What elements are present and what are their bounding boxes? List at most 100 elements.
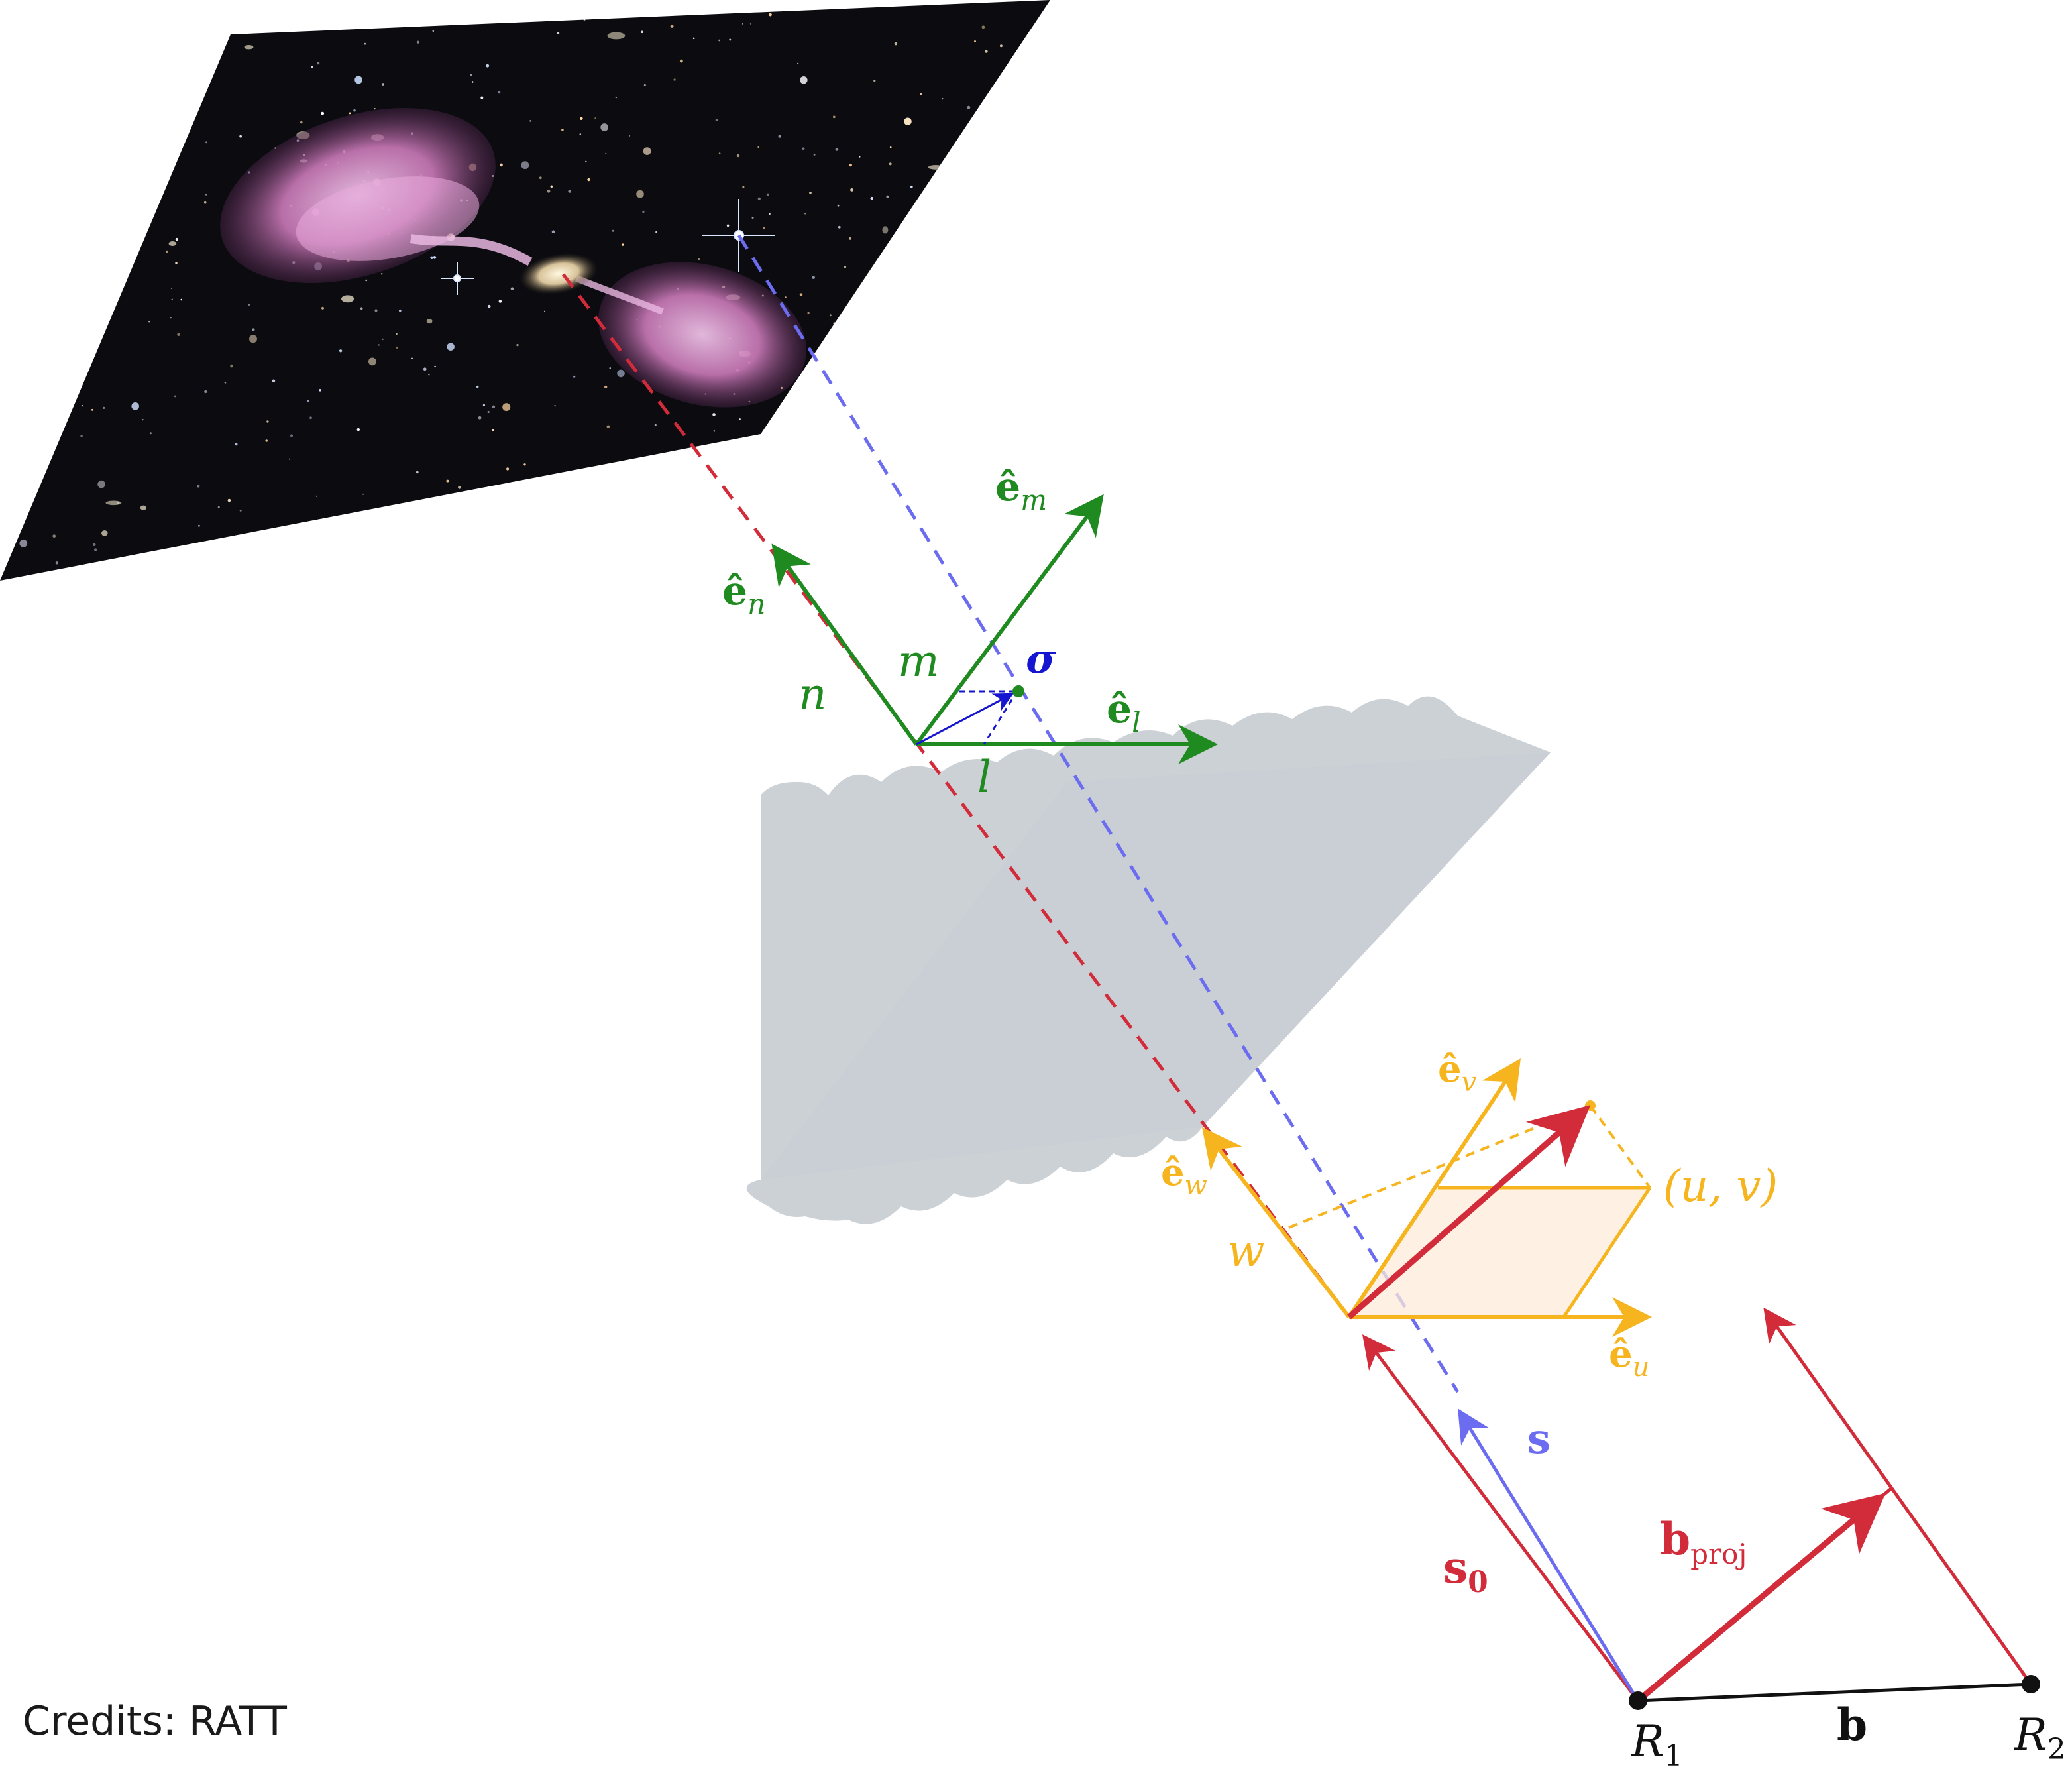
star xyxy=(745,528,747,531)
star xyxy=(745,483,753,490)
star xyxy=(942,97,944,100)
star xyxy=(300,121,303,124)
background-galaxy xyxy=(893,280,901,284)
star xyxy=(757,146,759,148)
star xyxy=(796,62,799,65)
star xyxy=(849,237,851,240)
star xyxy=(1021,178,1024,180)
star xyxy=(554,405,556,407)
star xyxy=(300,533,303,536)
star xyxy=(148,321,150,323)
star xyxy=(399,309,402,312)
star xyxy=(321,306,325,310)
star xyxy=(857,415,859,418)
star xyxy=(594,117,596,119)
star xyxy=(416,40,420,44)
background-galaxy xyxy=(101,530,108,536)
star xyxy=(309,416,312,420)
background-galaxy xyxy=(989,362,1003,371)
star xyxy=(1011,371,1013,373)
star xyxy=(641,30,643,34)
star xyxy=(160,551,162,553)
star xyxy=(902,380,905,383)
star xyxy=(99,148,107,157)
star xyxy=(918,211,920,213)
background-galaxy xyxy=(822,351,834,355)
star xyxy=(981,25,985,29)
star xyxy=(371,530,374,533)
star xyxy=(940,538,943,541)
baseline-b xyxy=(1637,1682,2032,1703)
background-galaxy xyxy=(928,165,944,170)
star xyxy=(999,327,1001,329)
star xyxy=(34,2,37,5)
star xyxy=(204,390,207,394)
star xyxy=(94,548,97,551)
star xyxy=(266,420,269,423)
background-galaxy xyxy=(44,158,56,163)
star xyxy=(897,562,899,564)
star xyxy=(423,518,425,520)
sky-background xyxy=(0,0,1050,581)
star xyxy=(838,225,841,229)
star xyxy=(93,543,96,546)
star xyxy=(382,83,384,86)
star xyxy=(354,76,362,84)
star xyxy=(938,432,940,434)
star xyxy=(487,304,491,308)
star xyxy=(976,554,979,557)
star xyxy=(434,365,436,368)
star xyxy=(1026,150,1028,152)
star xyxy=(942,414,945,418)
star xyxy=(186,84,189,87)
star xyxy=(736,154,740,158)
star xyxy=(311,66,313,68)
star xyxy=(960,506,969,514)
star xyxy=(813,153,816,156)
star xyxy=(834,520,843,528)
star xyxy=(700,552,702,554)
star xyxy=(498,300,502,303)
wavefront-body xyxy=(761,752,1551,1180)
star xyxy=(307,400,309,402)
star xyxy=(808,429,812,433)
star xyxy=(952,544,955,548)
background-galaxy xyxy=(907,314,913,318)
star xyxy=(106,209,115,217)
star xyxy=(989,279,993,283)
star xyxy=(336,24,339,27)
star xyxy=(742,186,745,188)
label-uv: (u, v) xyxy=(1663,1161,1778,1212)
star xyxy=(1020,130,1024,133)
star xyxy=(743,0,747,3)
star xyxy=(636,190,644,198)
star xyxy=(974,40,976,42)
star xyxy=(766,193,769,196)
e-w-axis xyxy=(1201,1127,1351,1318)
star xyxy=(729,38,732,41)
label-s: s xyxy=(1527,1414,1551,1463)
star xyxy=(236,22,238,24)
star xyxy=(316,495,318,497)
star xyxy=(965,497,969,500)
star xyxy=(911,422,915,425)
star xyxy=(66,2,69,4)
background-galaxy xyxy=(888,318,907,322)
star xyxy=(802,147,805,150)
star xyxy=(891,246,894,249)
star xyxy=(977,137,980,139)
star xyxy=(374,309,378,312)
label-l: l xyxy=(977,752,991,803)
star xyxy=(747,459,751,461)
antenna-R2 xyxy=(2022,1675,2040,1693)
star xyxy=(57,325,60,328)
background-galaxy xyxy=(284,542,294,547)
star xyxy=(1032,237,1035,239)
star xyxy=(478,416,482,420)
background-galaxy xyxy=(900,486,907,491)
star xyxy=(492,405,496,408)
star xyxy=(809,191,812,194)
s0-vector xyxy=(1362,1334,1639,1702)
star xyxy=(580,117,583,120)
star xyxy=(995,295,998,298)
